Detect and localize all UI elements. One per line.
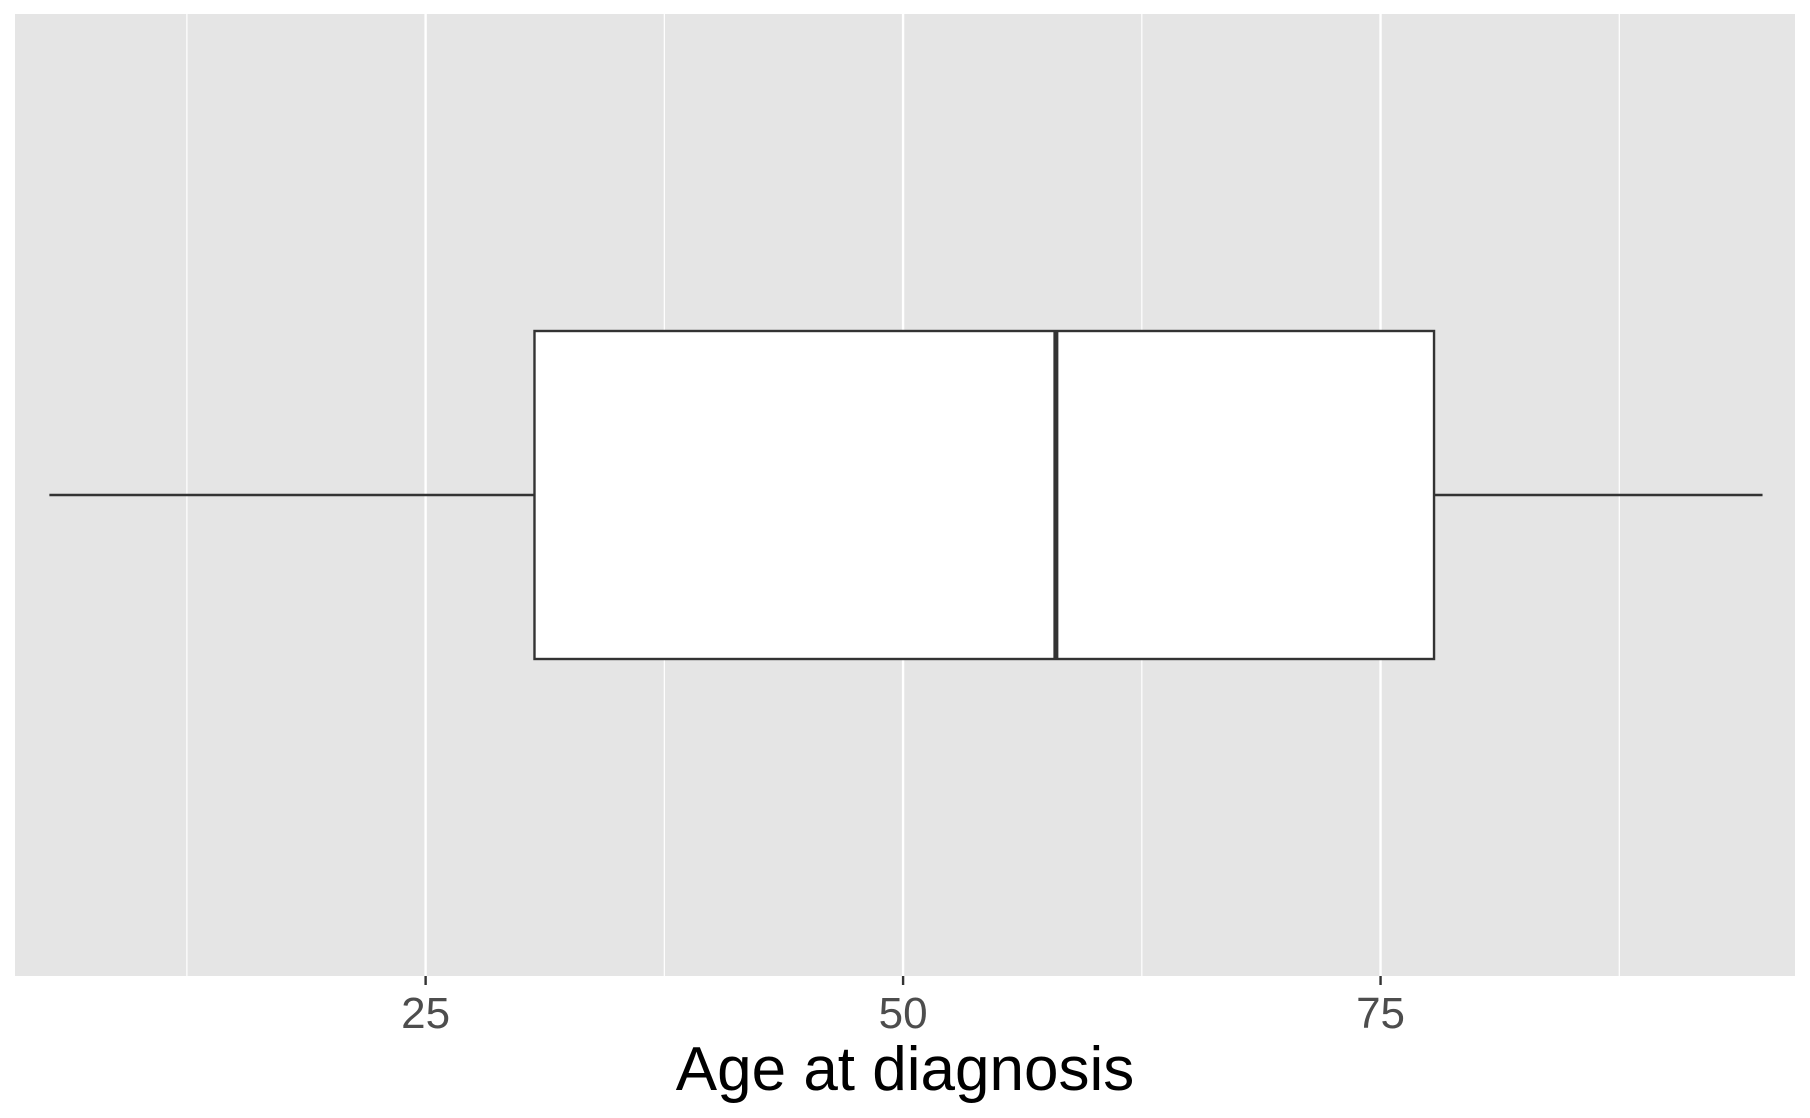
x-axis-title: Age at diagnosis (676, 1035, 1134, 1104)
box-plot (49, 329, 1763, 661)
x-tick-label: 25 (401, 989, 450, 1038)
x-tick-label: 75 (1356, 989, 1405, 1038)
x-axis: 25 50 75 (401, 976, 1405, 1038)
x-tick-label: 50 (879, 989, 928, 1038)
interquartile-box (533, 329, 1436, 661)
